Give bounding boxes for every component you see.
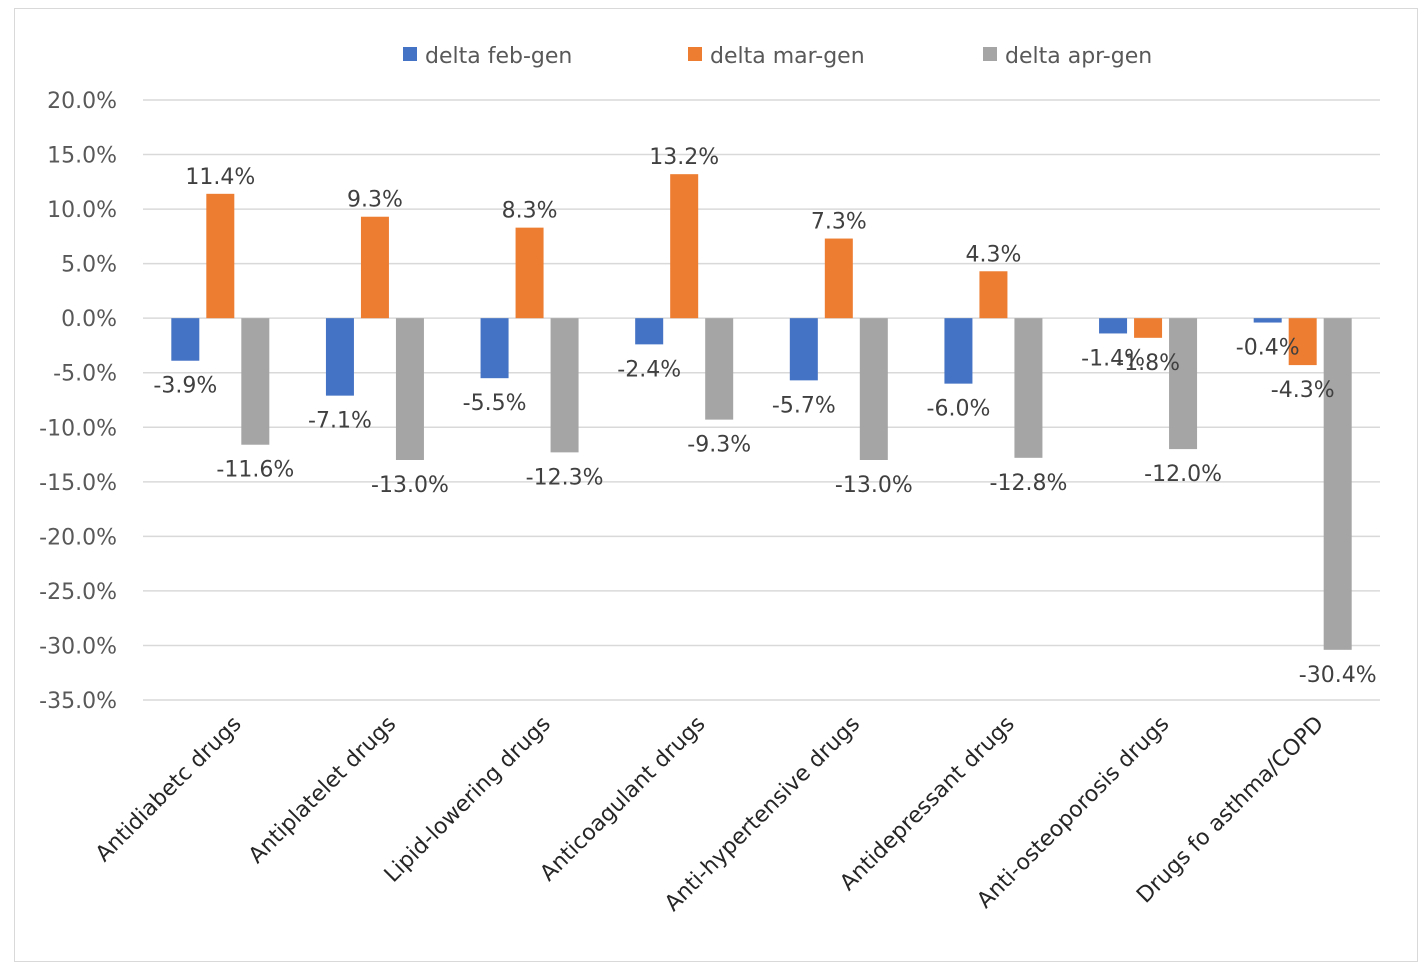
data-label: -13.0% bbox=[371, 473, 449, 498]
y-axis: 20.0% 15.0% 10.0% 5.0% 0.0% -5.0% -10.0% -15.0%… bbox=[39, 89, 117, 714]
bar bbox=[396, 318, 424, 460]
legend-swatch bbox=[403, 47, 417, 61]
bar bbox=[944, 318, 972, 383]
y-tick-label: -25.0% bbox=[39, 580, 117, 605]
bar bbox=[206, 194, 234, 318]
data-label: 8.3% bbox=[502, 199, 558, 224]
data-label: -5.5% bbox=[463, 391, 527, 416]
data-label: -5.7% bbox=[772, 393, 836, 418]
y-tick-label: -15.0% bbox=[39, 471, 117, 496]
bar bbox=[790, 318, 818, 380]
legend: delta feb-gen delta mar-gen delta apr-gen bbox=[403, 44, 1152, 69]
x-tick-label: Lipid-lowering drugs bbox=[380, 712, 556, 888]
data-label: -3.9% bbox=[153, 374, 217, 399]
data-label: 9.3% bbox=[347, 188, 403, 213]
data-label: -1.8% bbox=[1116, 351, 1180, 376]
data-label: -2.4% bbox=[617, 357, 681, 382]
bar bbox=[860, 318, 888, 460]
data-label: -11.6% bbox=[216, 458, 294, 483]
x-tick-label: Antidepressant drugs bbox=[835, 712, 1019, 896]
data-label: 11.4% bbox=[185, 165, 255, 190]
y-tick-label: 15.0% bbox=[47, 144, 117, 169]
legend-label: delta mar-gen bbox=[710, 44, 865, 69]
data-label: -12.8% bbox=[990, 471, 1068, 496]
y-tick-label: -10.0% bbox=[39, 416, 117, 441]
bar bbox=[1254, 318, 1282, 322]
legend-swatch bbox=[688, 47, 702, 61]
data-label: -4.3% bbox=[1271, 378, 1335, 403]
y-tick-label: -30.0% bbox=[39, 634, 117, 659]
bar bbox=[1099, 318, 1127, 333]
bar bbox=[635, 318, 663, 344]
bar bbox=[979, 271, 1007, 318]
data-label: -13.0% bbox=[835, 473, 913, 498]
legend-label: delta apr-gen bbox=[1005, 44, 1152, 69]
data-label: 13.2% bbox=[649, 145, 719, 170]
y-tick-label: 10.0% bbox=[47, 198, 117, 223]
y-tick-label: 5.0% bbox=[61, 253, 117, 278]
x-tick-label: Antiplatelet drugs bbox=[244, 712, 401, 869]
bar bbox=[670, 174, 698, 318]
legend-swatch bbox=[983, 47, 997, 61]
y-tick-label: -20.0% bbox=[39, 525, 117, 550]
bar bbox=[551, 318, 579, 452]
data-label: -12.0% bbox=[1144, 462, 1222, 487]
bar bbox=[241, 318, 269, 445]
y-tick-label: 20.0% bbox=[47, 89, 117, 114]
legend-label: delta feb-gen bbox=[425, 44, 572, 69]
bar bbox=[825, 239, 853, 319]
bar bbox=[1014, 318, 1042, 458]
bar bbox=[326, 318, 354, 395]
bar bbox=[171, 318, 199, 361]
data-label: 4.3% bbox=[965, 242, 1021, 267]
x-tick-label: Anticoagulant drugs bbox=[536, 712, 711, 887]
bar bbox=[516, 228, 544, 319]
data-label: -9.3% bbox=[687, 433, 751, 458]
bar bbox=[361, 217, 389, 318]
bar bbox=[1134, 318, 1162, 338]
bar bbox=[1324, 318, 1352, 650]
bar bbox=[1169, 318, 1197, 449]
data-label: -6.0% bbox=[927, 397, 991, 422]
data-label: -30.4% bbox=[1299, 663, 1377, 688]
y-tick-label: 0.0% bbox=[61, 307, 117, 332]
data-label: -7.1% bbox=[308, 409, 372, 434]
x-tick-label: Antidiabetc drugs bbox=[91, 712, 246, 867]
y-tick-label: -5.0% bbox=[53, 362, 117, 387]
data-label: -0.4% bbox=[1236, 336, 1300, 361]
bar bbox=[481, 318, 509, 378]
data-label: -12.3% bbox=[526, 465, 604, 490]
bar bbox=[705, 318, 733, 419]
y-tick-label: -35.0% bbox=[39, 689, 117, 714]
data-label: 7.3% bbox=[811, 210, 867, 235]
